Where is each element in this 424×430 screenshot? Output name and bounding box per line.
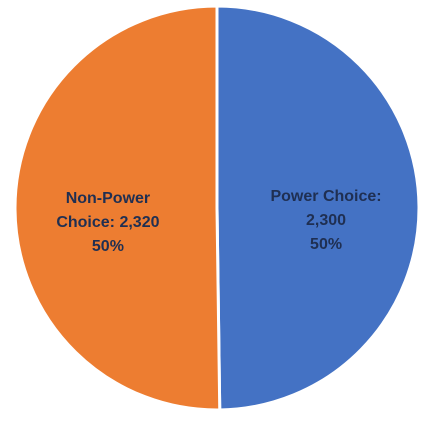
pie-slice xyxy=(215,4,421,412)
value-label: 2,320 xyxy=(119,213,160,231)
pie-slice xyxy=(13,4,222,412)
percent-label: 50% xyxy=(91,237,124,255)
data-label: Power Choice: 2,300 50% xyxy=(254,185,399,257)
value-label: 2,300 xyxy=(306,212,347,230)
data-label: Non-Power Choice: 2,320 50% xyxy=(45,187,170,259)
percent-label: 50% xyxy=(310,236,343,254)
category-label: Non-Power Choice: xyxy=(56,189,151,231)
category-label: Power Choice: xyxy=(270,188,382,206)
